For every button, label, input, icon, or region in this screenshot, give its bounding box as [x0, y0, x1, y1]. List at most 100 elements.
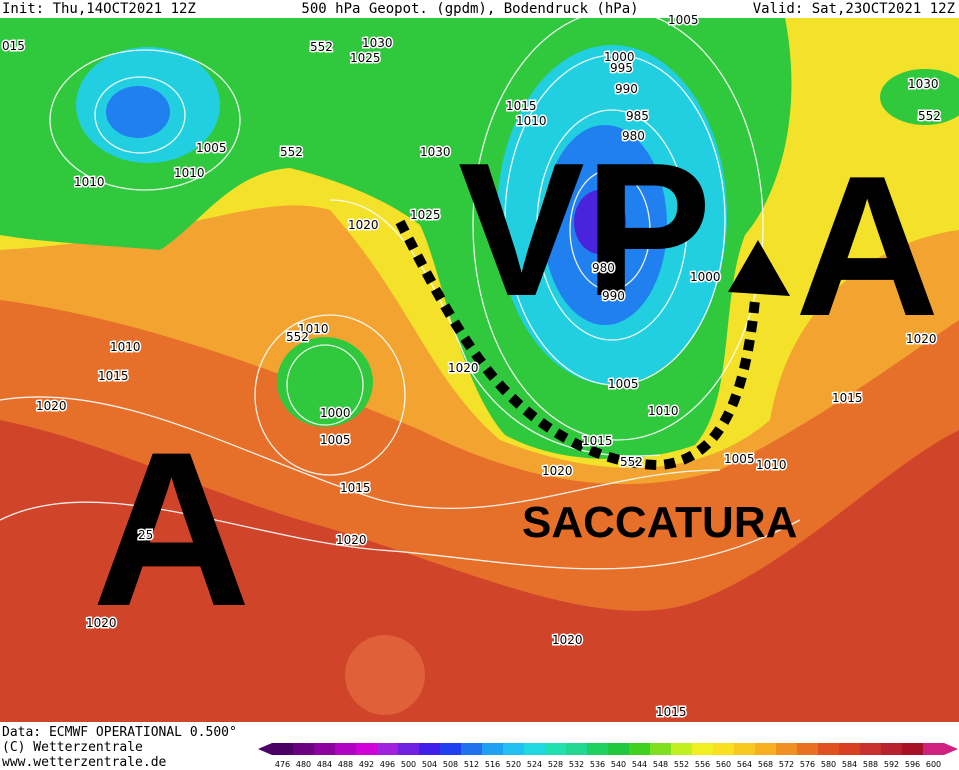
- colorbar-label: 516: [485, 760, 500, 769]
- colorbar-swatch: [818, 743, 840, 755]
- colorbar-swatch: [902, 743, 924, 755]
- colorbar-swatch: [713, 743, 735, 755]
- isobar-label: 1020: [36, 399, 67, 413]
- zone-green-cut-off: [277, 337, 373, 427]
- colorbar-swatch: [356, 743, 378, 755]
- isobar-label: 1005: [668, 13, 699, 27]
- colorbar-label: 584: [842, 760, 857, 769]
- colorbar-swatch: [335, 743, 357, 755]
- colorbar-label: 572: [779, 760, 794, 769]
- colorbar-label: 576: [800, 760, 815, 769]
- colorbar-label: 520: [506, 760, 521, 769]
- isobar-label: 1010: [756, 458, 787, 472]
- colorbar-label: 560: [716, 760, 731, 769]
- colorbar-label: 524: [527, 760, 542, 769]
- isobar-label: 552: [620, 455, 643, 469]
- colorbar-swatch: [545, 743, 567, 755]
- isobar-label: 1015: [832, 391, 863, 405]
- colorbar-label: 512: [464, 760, 479, 769]
- isobar: [286, 344, 364, 426]
- colorbar-swatch: [608, 743, 630, 755]
- colorbar-label: 480: [296, 760, 311, 769]
- colorbar-swatch: [461, 743, 483, 755]
- isobar-label: 990: [602, 289, 625, 303]
- website: www.wetterzentrale.de: [2, 755, 167, 770]
- colorbar-swatch: [440, 743, 462, 755]
- zone-warm-spot: [345, 635, 425, 715]
- data-source: Data: ECMWF OPERATIONAL 0.500°: [2, 725, 237, 740]
- isobar-label: 552: [280, 145, 303, 159]
- valid-time: Valid: Sat,23OCT2021 12Z: [753, 1, 955, 17]
- isobar-label: 1020: [552, 633, 583, 647]
- colorbar-label: 544: [632, 760, 647, 769]
- colorbar-label: 568: [758, 760, 773, 769]
- colorbar-end: [944, 743, 958, 755]
- isobar-label: 980: [622, 129, 645, 143]
- colorbar-label: 528: [548, 760, 563, 769]
- colorbar-swatch: [524, 743, 546, 755]
- colorbar-label: 476: [275, 760, 290, 769]
- isobar-label: 552: [286, 330, 309, 344]
- colorbar-swatch: [314, 743, 336, 755]
- colorbar-label: 548: [653, 760, 668, 769]
- isobar: [49, 49, 241, 191]
- header-band: [0, 0, 959, 18]
- isobar: [94, 76, 186, 154]
- colorbar-label: 588: [863, 760, 878, 769]
- colorbar-label: 508: [443, 760, 458, 769]
- label-high-east: A: [795, 135, 939, 358]
- colorbar-end: [258, 743, 272, 755]
- copyright: (C) Wetterzentrale: [2, 740, 143, 755]
- colorbar-label: 536: [590, 760, 605, 769]
- colorbar-swatch: [650, 743, 672, 755]
- isobar-label: 1015: [98, 369, 129, 383]
- isobar-label: 1020: [906, 332, 937, 346]
- isobar: [504, 54, 726, 386]
- colorbar-swatch: [377, 743, 399, 755]
- zone-green-east: [880, 69, 959, 125]
- isobar-label: 990: [615, 82, 638, 96]
- isobar-label: 1020: [348, 218, 379, 232]
- isobar-label: 980: [592, 261, 615, 275]
- colorbar-swatch: [566, 743, 588, 755]
- isobar-label: 1015: [340, 481, 371, 495]
- colorbar-swatch: [503, 743, 525, 755]
- label-trough: SACCATURA: [522, 498, 797, 547]
- isobar-label: 985: [626, 109, 649, 123]
- isobar-label: 1010: [110, 340, 141, 354]
- map-title: 500 hPa Geopot. (gpdm), Bodendruck (hPa): [301, 1, 638, 17]
- colorbar-label: 580: [821, 760, 836, 769]
- isobar-label: 995: [610, 61, 633, 75]
- isobar-label: 1015: [506, 99, 537, 113]
- colorbar-label: 484: [317, 760, 332, 769]
- annotations: [395, 219, 760, 471]
- label-high-west: A: [92, 406, 251, 652]
- isobar-label: 25: [138, 528, 153, 542]
- colorbar-swatch: [881, 743, 903, 755]
- isobar-label: 1005: [608, 377, 639, 391]
- colorbar-label: 488: [338, 760, 353, 769]
- isobar-label: 1005: [724, 452, 755, 466]
- colorbar-swatch: [860, 743, 882, 755]
- isobar-label: 1010: [298, 322, 329, 336]
- isobar-label: 1020: [336, 533, 367, 547]
- triangle-marker: [728, 240, 790, 296]
- zone-blue-west: [106, 86, 170, 138]
- isobar: [536, 109, 688, 341]
- colorbar-label: 532: [569, 760, 584, 769]
- colorbar-swatch: [272, 743, 294, 755]
- colorbar-swatch: [734, 743, 756, 755]
- colorbar-label: 540: [611, 760, 626, 769]
- isobar: [254, 314, 406, 476]
- colorbar-label: 600: [926, 760, 941, 769]
- isobar-label: 015: [2, 39, 25, 53]
- colorbar-swatch: [587, 743, 609, 755]
- colorbar-swatch: [293, 743, 315, 755]
- isobar-label: 1030: [362, 36, 393, 50]
- isobar-label: 552: [918, 109, 941, 123]
- colorbar-swatch: [482, 743, 504, 755]
- isobar-label: 1020: [86, 616, 117, 630]
- isobar-label: 1020: [448, 361, 479, 375]
- isobar-label: 1030: [908, 77, 939, 91]
- colorbar-label: 492: [359, 760, 374, 769]
